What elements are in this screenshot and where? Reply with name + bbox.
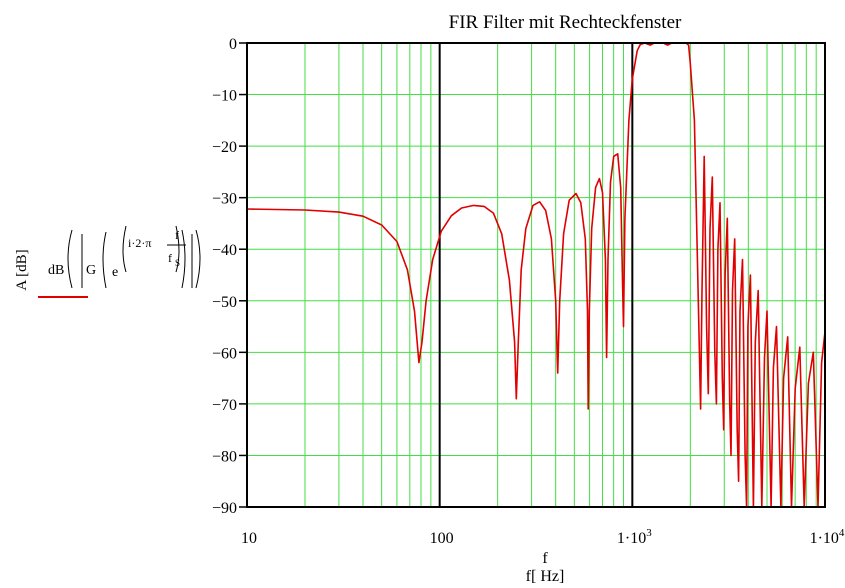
plot-series bbox=[246, 42, 826, 508]
x-tick-label: 1·103 bbox=[617, 527, 652, 547]
series-line bbox=[246, 42, 826, 508]
y-tick-label: −70 bbox=[212, 397, 237, 414]
legend-brackets bbox=[67, 225, 201, 289]
y-tick-label: −90 bbox=[212, 500, 237, 517]
y-tick-label: −10 bbox=[212, 88, 237, 105]
chart-title: FIR Filter mit Rechteckfenster bbox=[449, 12, 682, 33]
y-tick-label: −30 bbox=[212, 191, 237, 208]
legend-exponent: i·2·π bbox=[128, 236, 151, 250]
plot-frame bbox=[246, 42, 826, 508]
x-axis-variable: f bbox=[542, 550, 548, 567]
y-tick-label: −80 bbox=[212, 448, 237, 465]
legend-expression: dB G e i·2·π f f S bbox=[38, 225, 201, 298]
legend-e: e bbox=[112, 265, 118, 280]
legend-G: G bbox=[86, 263, 96, 278]
y-tick-label: −50 bbox=[212, 294, 237, 311]
y-tick-label: −20 bbox=[212, 139, 237, 156]
legend-frac-denominator: f bbox=[168, 251, 172, 265]
x-tick-label: 10 bbox=[241, 530, 257, 547]
y-axis-label: A [dB] bbox=[14, 249, 30, 290]
legend-dB: dB bbox=[48, 263, 64, 278]
y-tick-label: 0 bbox=[229, 36, 237, 53]
y-tick-label: −40 bbox=[212, 242, 237, 259]
x-axis-ticks: 10 100 1·103 1·104 bbox=[241, 527, 845, 547]
x-axis-label: f[ Hz] bbox=[526, 568, 565, 585]
y-tick-label: −60 bbox=[212, 345, 237, 362]
x-tick-label: 100 bbox=[430, 530, 454, 547]
x-tick-label: 1·104 bbox=[810, 527, 845, 547]
legend-frac-subscript: S bbox=[175, 258, 180, 268]
legend-frac-numerator: f bbox=[175, 228, 179, 242]
y-axis-ticks: 0 −10 −20 −30 −40 −50 −60 −70 −80 −90 bbox=[212, 36, 247, 517]
